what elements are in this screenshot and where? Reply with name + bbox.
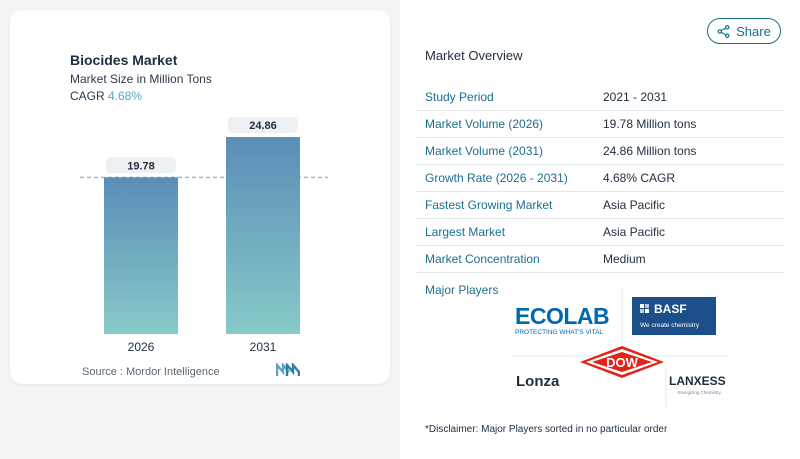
data-label: 24.86 <box>249 120 277 132</box>
row-key: Market Concentration <box>425 252 540 266</box>
share-label: Share <box>736 23 771 39</box>
market-overview-title: Market Overview <box>425 48 523 63</box>
cagr-label: CAGR <box>70 89 105 103</box>
row-value: 24.86 Million tons <box>603 144 697 158</box>
chart-card <box>10 10 390 384</box>
row-key: Growth Rate (2026 - 2031) <box>425 171 568 185</box>
row-key: Largest Market <box>425 225 506 239</box>
overview-row: Market Volume (2026) 19.78 Million tons <box>416 111 784 138</box>
chart-source: Source : Mordor Intelligence <box>82 366 220 378</box>
category-label: 2026 <box>128 340 155 354</box>
row-key: Fastest Growing Market <box>425 198 553 212</box>
overview-row: Market Volume (2031) 24.86 Million tons <box>416 138 784 165</box>
mordor-intelligence-logo <box>276 363 300 376</box>
data-label-box <box>106 157 176 174</box>
chart-subtitle: Market Size in Million Tons <box>70 72 212 86</box>
row-value: 4.68% CAGR <box>603 171 676 185</box>
category-label: 2031 <box>250 340 277 354</box>
row-value: Asia Pacific <box>603 225 666 239</box>
overview-row: Fastest Growing Market Asia Pacific <box>416 192 784 219</box>
row-value: Asia Pacific <box>603 198 666 212</box>
row-value: 19.78 Million tons <box>603 117 697 131</box>
overview-table: Study Period 2021 - 2031 Market Volume (… <box>416 84 784 273</box>
share-button[interactable]: Share <box>707 18 781 44</box>
data-label: 19.78 <box>127 160 155 172</box>
chart-title: Biocides Market <box>70 52 178 68</box>
share-icon <box>717 24 730 38</box>
overview-row: Growth Rate (2026 - 2031) 4.68% CAGR <box>416 165 784 192</box>
data-label-box <box>228 117 298 134</box>
overview-row: Largest Market Asia Pacific <box>416 219 784 246</box>
row-key: Market Volume (2031) <box>425 144 544 158</box>
bar-2026 <box>104 177 178 334</box>
chart-cagr: CAGR 4.68% <box>70 89 142 103</box>
row-value: Medium <box>603 252 646 266</box>
major-players-title: Major Players <box>425 283 499 297</box>
overview-row: Market Concentration Medium <box>416 246 784 273</box>
overview-panel <box>400 0 800 459</box>
cagr-value: 4.68% <box>108 89 143 103</box>
row-key: Market Volume (2026) <box>425 117 544 131</box>
row-key: Study Period <box>425 90 494 104</box>
disclaimer: *Disclaimer: Major Players sorted in no … <box>425 424 668 435</box>
bar-chart: 19.78 2026 24.86 2031 <box>80 117 328 354</box>
bar-2031 <box>226 137 300 334</box>
overview-row: Study Period 2021 - 2031 <box>416 84 784 111</box>
row-value: 2021 - 2031 <box>603 90 668 104</box>
